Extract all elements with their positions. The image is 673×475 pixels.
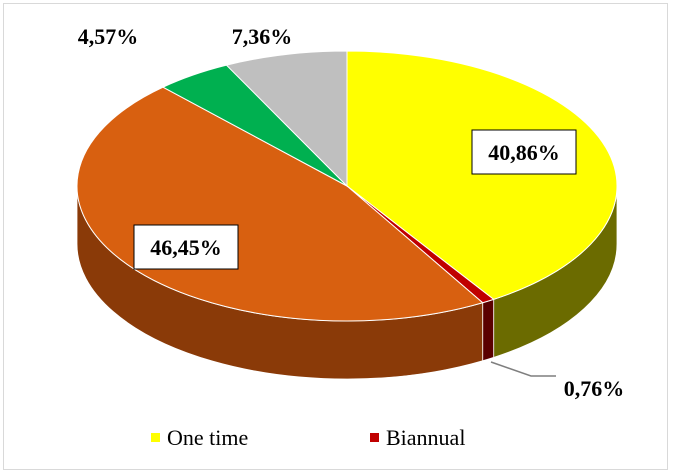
pie-slices [77,51,617,321]
svg-text:Biannual: Biannual [386,425,465,450]
data-label-one-time: 40,86% [472,130,576,174]
legend: One time Biannual [151,425,465,450]
svg-text:4,57%: 4,57% [78,24,139,49]
pie-chart: 40,86% 0,76% 46,45% 4,57% 7,36% One time… [4,4,669,471]
svg-text:7,36%: 7,36% [232,24,293,49]
leader-line [491,362,556,376]
pie-side-2 [483,299,494,360]
data-label-slice-5: 7,36% [232,24,293,49]
data-label-slice-4: 4,57% [78,24,139,49]
svg-text:One time: One time [167,425,248,450]
legend-swatch [370,433,379,442]
legend-swatch [151,433,160,442]
data-label-slice-3: 46,45% [134,225,238,269]
svg-text:46,45%: 46,45% [150,235,222,260]
chart-frame: 40,86% 0,76% 46,45% 4,57% 7,36% One time… [3,3,668,470]
data-label-biannual: 0,76% [564,376,625,401]
legend-entry-one-time: One time [151,425,248,450]
svg-text:0,76%: 0,76% [564,376,625,401]
legend-entry-biannual: Biannual [370,425,465,450]
svg-text:40,86%: 40,86% [488,140,560,165]
